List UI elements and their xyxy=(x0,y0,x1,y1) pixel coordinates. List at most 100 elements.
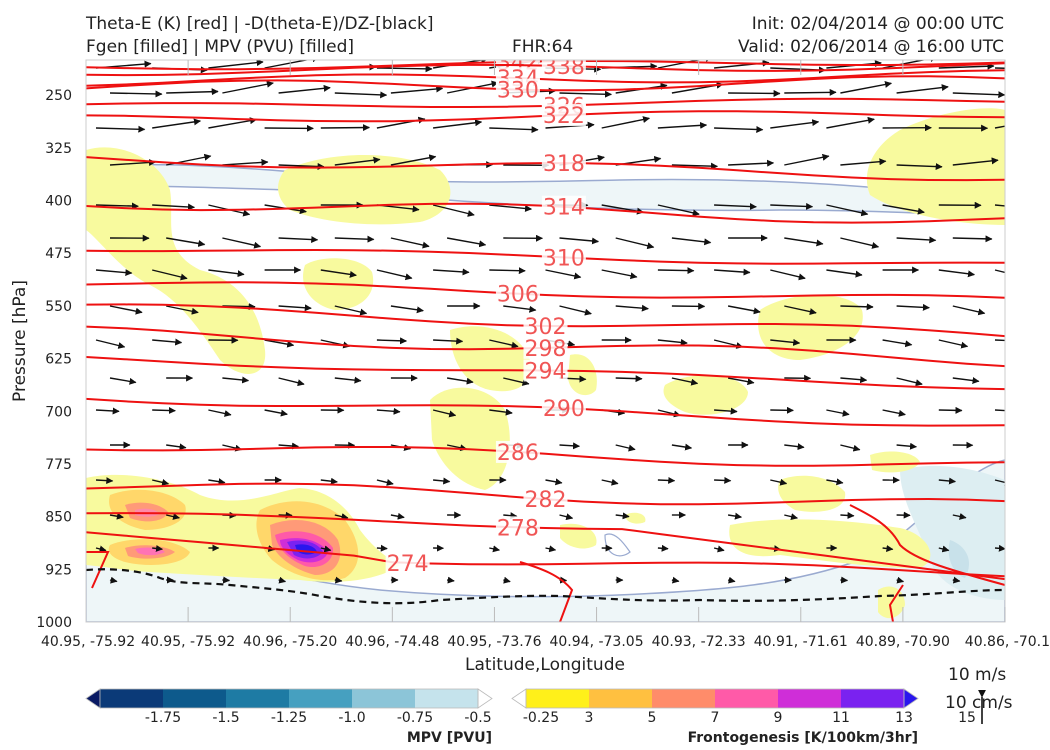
wind-arrow xyxy=(657,338,688,346)
wind-arrow xyxy=(994,125,1005,129)
wind-arrow xyxy=(770,202,814,210)
frontogenesis-colorbar-label: Frontogenesis [K/100km/3hr] xyxy=(688,730,918,746)
wind-arrow xyxy=(166,305,199,315)
wind-arrow xyxy=(938,477,956,485)
wind-arrow xyxy=(278,84,331,94)
colorbar-swatch xyxy=(526,689,590,708)
wind-arrow xyxy=(994,544,1005,552)
colorbar-swatch xyxy=(226,689,290,708)
label-backing xyxy=(385,551,430,574)
plot-frame xyxy=(85,59,1006,623)
wind-arrow xyxy=(882,60,938,69)
wind-arrow xyxy=(994,479,1005,486)
wind-reference-horizontal: 10 m/s xyxy=(948,665,1006,685)
wind-arrow xyxy=(826,116,875,129)
wind-arrow xyxy=(208,478,226,486)
label-backing xyxy=(541,246,586,269)
wind-arrow xyxy=(671,237,712,246)
wind-arrow xyxy=(152,338,183,346)
wind-arrow xyxy=(657,204,700,217)
wind-arrow xyxy=(714,203,757,211)
wind-arrow xyxy=(615,444,636,452)
wind-arrow xyxy=(714,268,751,276)
wind-arrow xyxy=(545,478,563,486)
wind-arrow xyxy=(208,269,245,278)
wind-arrow xyxy=(208,409,232,417)
wind-arrow xyxy=(714,125,764,133)
wind-arrow xyxy=(994,269,1005,274)
wind-arrow xyxy=(447,576,455,584)
wind-arrow xyxy=(840,81,892,94)
wind-arrow xyxy=(390,512,405,520)
stability-contour xyxy=(86,568,1005,605)
wind-arrow xyxy=(390,154,437,166)
wind-arrow xyxy=(727,377,755,386)
wind-arrow xyxy=(278,442,299,450)
wind-arrow xyxy=(503,377,530,386)
colorbar-tick-label: -1.5 xyxy=(212,710,239,726)
wind-arrow xyxy=(489,204,532,212)
wind-arrow xyxy=(770,338,801,346)
wind-arrow xyxy=(671,377,699,386)
wind-arrow xyxy=(896,84,949,94)
theta-e-label: 282 xyxy=(525,488,567,513)
colorbar-frame xyxy=(525,688,905,709)
wind-arrow xyxy=(109,159,156,166)
wind-arrow xyxy=(657,121,708,129)
wind-arrow xyxy=(938,339,969,349)
wind-arrow xyxy=(601,116,650,129)
wind-arrow xyxy=(432,204,475,217)
wind-arrow xyxy=(615,304,649,312)
wind-arrow xyxy=(545,545,557,553)
wind-arrow xyxy=(334,235,375,243)
colorbar-swatch xyxy=(289,689,353,708)
wind-arrow xyxy=(727,512,742,520)
wind-arrow xyxy=(95,269,133,277)
wind-arrow xyxy=(264,60,320,69)
theta-e-label: 298 xyxy=(525,337,567,362)
wind-arrow xyxy=(615,375,643,383)
colorbar-swatch xyxy=(100,689,164,708)
wind-arrow xyxy=(95,407,120,415)
wind-arrow xyxy=(994,67,1005,69)
colorbar-tick-label: -0.25 xyxy=(523,710,559,726)
x-tick-label: 40.95, -75.92 xyxy=(41,634,135,650)
wind-arrow xyxy=(433,337,464,345)
y-axis-label: Pressure [hPa] xyxy=(10,280,30,402)
wind-arrow xyxy=(95,125,146,133)
colorbar-extend-high xyxy=(903,688,919,709)
wind-arrow xyxy=(152,203,195,211)
wind-arrow xyxy=(559,513,574,521)
wind-arrow xyxy=(109,305,143,315)
wind-arrow xyxy=(320,124,370,132)
wind-arrow xyxy=(503,576,511,584)
colorbar-swatch xyxy=(352,689,416,708)
wind-arrow xyxy=(727,576,736,584)
colorbar-tick-label: 13 xyxy=(895,710,913,726)
colorbar-tick-label: -1.0 xyxy=(338,710,365,726)
label-backing xyxy=(495,516,540,539)
wind-arrow xyxy=(952,513,967,520)
colorbar-tick-label: -1.75 xyxy=(145,710,181,726)
wind-arrow xyxy=(489,545,500,553)
wind-arrow xyxy=(826,409,850,417)
theta-e-label: 278 xyxy=(497,516,539,541)
theta-e-line xyxy=(86,281,1005,299)
wind-arrow xyxy=(840,444,861,452)
wind-arrow xyxy=(489,267,526,275)
y-tick-label: 625 xyxy=(45,352,72,368)
plot-area: 3423383343303263223183143103063022982942… xyxy=(86,60,1005,622)
wind-arrow xyxy=(489,408,513,416)
wind-arrow xyxy=(994,409,1005,412)
valid-time: Valid: 02/06/2014 @ 16:00 UTC xyxy=(738,37,1004,57)
wind-arrow xyxy=(503,512,518,520)
x-tick-label: 40.93, -72.33 xyxy=(652,634,746,650)
wind-arrow xyxy=(601,478,619,486)
wind-arrow xyxy=(784,88,837,96)
wind-arrow xyxy=(938,545,950,553)
wind-arrow xyxy=(264,409,288,417)
wind-arrow xyxy=(95,545,107,553)
wind-arrow xyxy=(166,513,180,520)
wind-arrow xyxy=(840,158,887,166)
theta-e-label: 294 xyxy=(525,359,567,384)
